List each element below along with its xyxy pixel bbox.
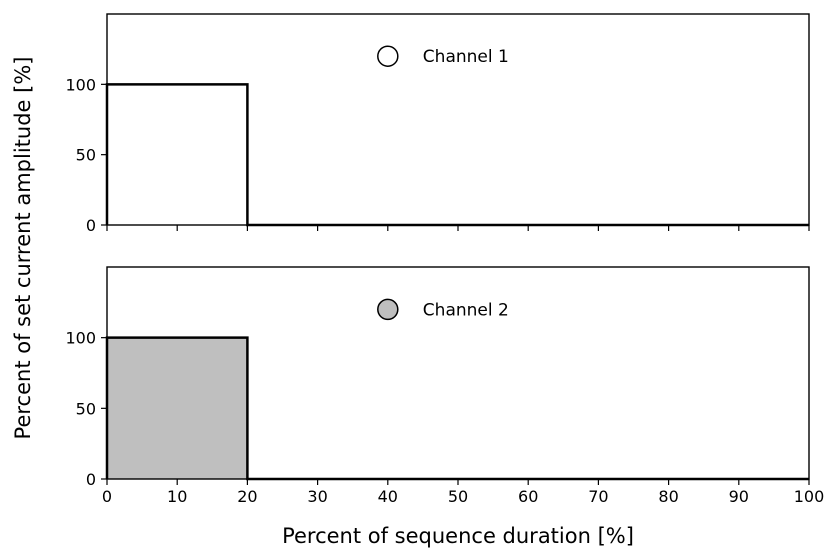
x-tick-label: 10: [167, 487, 187, 506]
x-tick-label: 70: [588, 487, 608, 506]
y-tick-label: 100: [65, 329, 96, 348]
y-tick-label: 100: [65, 75, 96, 94]
legend-label: Channel 1: [423, 47, 509, 67]
x-tick-label: 0: [102, 487, 112, 506]
x-axis-label: Percent of sequence duration [%]: [282, 524, 634, 548]
legend-label: Channel 2: [423, 300, 509, 320]
legend-marker: [377, 298, 399, 321]
panel-channel-2: 0 50 100 0 10 20 30 40 50 60 70 80 90 100 Channel 2: [65, 266, 825, 506]
x-tick-label: 80: [658, 487, 678, 506]
x-tick-label: 30: [307, 487, 327, 506]
x-tick-label: 100: [794, 487, 825, 506]
y-tick-label: 50: [76, 146, 96, 165]
x-tick-label: 20: [237, 487, 257, 506]
x-tick-label: 50: [448, 487, 468, 506]
x-tick-label: 40: [378, 487, 398, 506]
y-tick-label: 0: [86, 470, 96, 489]
x-tick-label: 90: [729, 487, 749, 506]
series-area-fill: [107, 84, 809, 225]
y-tick-label: 50: [76, 399, 96, 418]
series-area-fill: [107, 337, 809, 479]
panel-channel-1: 0 50 100 Channel 1: [65, 13, 810, 235]
x-tick-label: 60: [518, 487, 538, 506]
y-axis-label: Percent of set current amplitude [%]: [11, 57, 35, 440]
y-tick-label: 0: [86, 216, 96, 235]
legend-marker: [377, 45, 399, 67]
